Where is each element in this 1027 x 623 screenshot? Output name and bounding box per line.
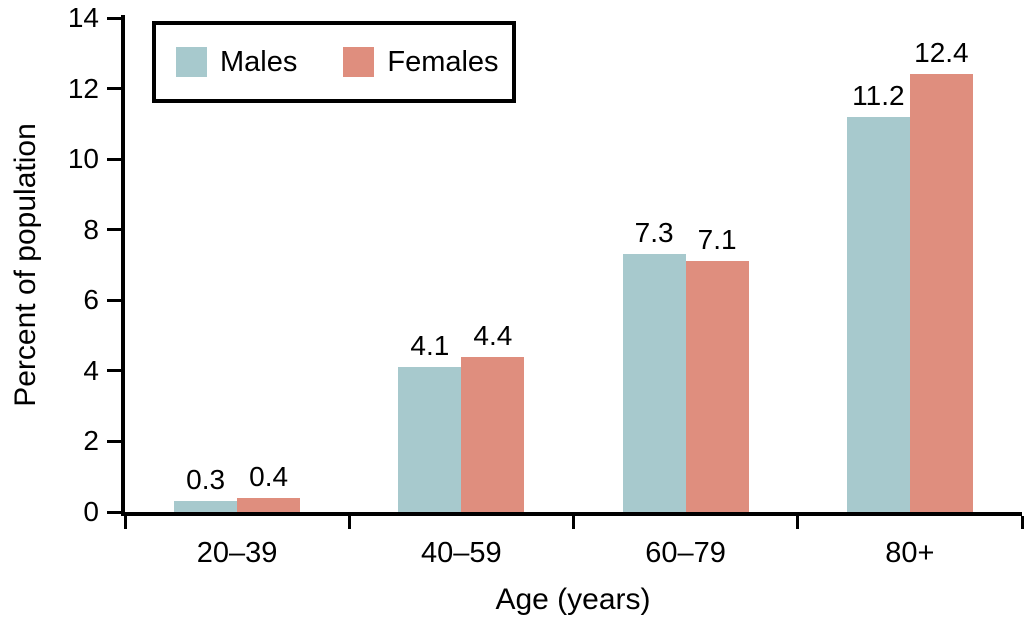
y-tick-label: 6 <box>83 284 99 316</box>
y-axis-tick <box>107 439 121 443</box>
males-color-swatch <box>176 47 207 77</box>
y-axis-tick <box>107 87 121 91</box>
bar-value-label: 11.2 <box>852 79 905 111</box>
bar-males-20–39 <box>174 501 238 512</box>
y-axis-tick <box>107 157 121 161</box>
legend-item-males: Males <box>176 46 297 79</box>
y-tick-label: 14 <box>67 2 99 33</box>
bar-value-label: 0.3 <box>186 464 226 496</box>
y-axis-tick <box>107 369 121 373</box>
y-axis-line <box>121 15 125 516</box>
bar-value-label: 7.1 <box>697 224 737 256</box>
legend-label-females: Females <box>387 45 499 78</box>
y-tick-label: 8 <box>83 213 99 245</box>
females-color-swatch <box>343 47 375 77</box>
y-tick-label: 2 <box>83 425 99 457</box>
y-tick-label: 12 <box>67 72 99 104</box>
bar-males-40–59 <box>398 367 462 512</box>
x-category-label: 80+ <box>885 537 935 569</box>
legend-label-males: Males <box>220 45 298 78</box>
y-axis-tick <box>107 228 121 232</box>
x-category-label: 20–39 <box>196 537 278 569</box>
x-category-label: 40–59 <box>421 537 502 569</box>
y-tick-label: 4 <box>83 354 99 386</box>
legend-item-females: Females <box>343 45 499 79</box>
bar-females-60–79 <box>685 261 749 512</box>
x-category-label: 60–79 <box>645 537 726 569</box>
x-axis-line <box>121 512 1022 516</box>
y-axis-tick <box>107 16 121 20</box>
bar-females-20–39 <box>237 497 301 512</box>
bar-females-40–59 <box>461 356 525 512</box>
legend: Males Females <box>152 21 516 103</box>
bar-value-label: 4.4 <box>473 319 513 351</box>
x-axis-tick <box>1020 516 1024 529</box>
x-axis-tick <box>123 516 127 529</box>
bar-value-label: 12.4 <box>914 37 969 69</box>
x-axis-tick <box>796 516 800 529</box>
bar-males-60–79 <box>622 254 686 512</box>
x-axis-title: Age (years) <box>495 583 651 616</box>
y-axis-tick <box>107 510 121 514</box>
x-axis-tick <box>572 516 575 529</box>
bar-value-label: 7.3 <box>634 217 674 249</box>
bar-males-80+ <box>846 116 910 512</box>
bar-females-80+ <box>909 74 973 512</box>
bar-value-label: 4.1 <box>410 330 450 362</box>
y-tick-label: 0 <box>83 496 99 527</box>
bar-value-label: 0.4 <box>249 460 289 492</box>
x-axis-tick <box>347 516 351 529</box>
y-tick-label: 10 <box>67 143 99 175</box>
y-axis-tick <box>107 298 121 302</box>
